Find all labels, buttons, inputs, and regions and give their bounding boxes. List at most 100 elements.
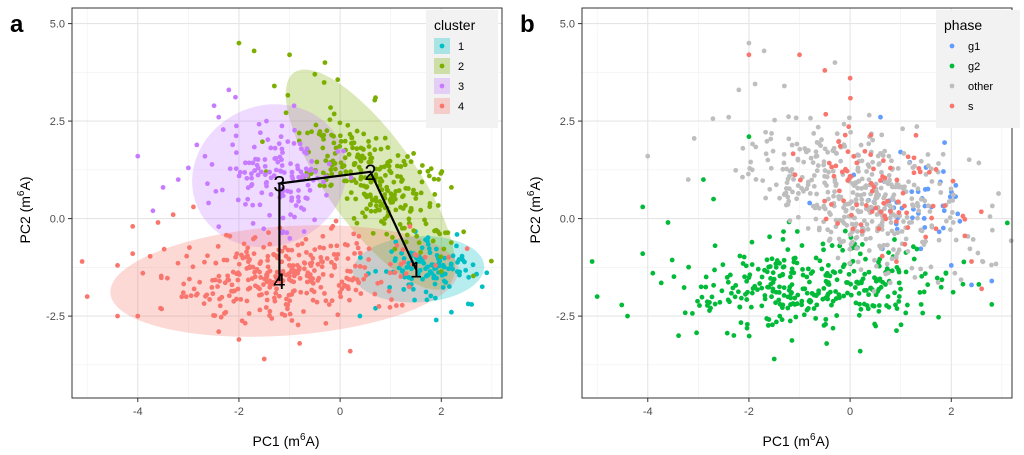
point-other [928, 264, 934, 270]
point-3 [258, 169, 264, 175]
point-2 [329, 132, 334, 138]
point-s [829, 202, 834, 207]
point-4 [218, 314, 224, 320]
point-other [855, 185, 861, 191]
point-g2 [744, 278, 750, 284]
point-s [871, 166, 876, 172]
point-g2 [737, 304, 743, 310]
point-other [903, 236, 909, 242]
point-4 [307, 272, 313, 278]
point-other [736, 87, 742, 93]
point-g1 [948, 263, 954, 268]
point-4 [352, 263, 358, 269]
point-4 [329, 259, 334, 265]
point-4 [407, 224, 413, 229]
point-s [962, 233, 968, 239]
point-4 [304, 290, 310, 296]
point-1 [463, 267, 469, 273]
point-2 [400, 177, 405, 183]
point-g2 [640, 251, 646, 257]
point-g2 [788, 291, 794, 296]
point-g2 [755, 266, 761, 272]
point-2 [331, 140, 337, 146]
point-4 [290, 289, 296, 294]
point-other [753, 176, 759, 182]
point-other [859, 201, 865, 207]
point-other [879, 223, 885, 229]
point-2 [342, 138, 348, 144]
point-3 [312, 217, 317, 223]
point-4 [289, 318, 295, 323]
point-4 [326, 302, 332, 307]
point-2 [419, 179, 425, 185]
point-other [881, 242, 887, 248]
point-g2 [834, 277, 840, 283]
point-g2 [789, 338, 795, 343]
point-1 [446, 266, 451, 272]
point-4 [315, 261, 321, 267]
point-1 [415, 259, 421, 264]
point-other [890, 197, 895, 203]
point-g2 [823, 272, 829, 278]
point-other [781, 151, 787, 157]
point-other [889, 184, 895, 190]
point-4 [287, 298, 293, 304]
point-2 [366, 144, 372, 149]
point-1 [404, 264, 410, 270]
point-4 [303, 236, 309, 242]
point-2 [377, 207, 382, 213]
point-4 [363, 272, 369, 278]
point-4 [304, 249, 309, 255]
point-4 [338, 294, 344, 300]
point-4 [179, 294, 185, 300]
point-3 [256, 121, 262, 127]
point-other [847, 260, 853, 266]
series-2 [236, 40, 494, 279]
point-s [858, 222, 864, 228]
point-g2 [841, 293, 847, 299]
point-1 [401, 256, 407, 261]
point-2 [383, 172, 388, 178]
point-other [906, 160, 912, 166]
point-s [893, 219, 899, 224]
point-g2 [788, 295, 794, 301]
point-4 [332, 262, 337, 268]
point-3 [296, 198, 301, 204]
point-g2 [781, 257, 787, 263]
point-4 [191, 204, 196, 210]
point-1 [450, 253, 456, 259]
point-g2 [744, 321, 750, 327]
point-4 [353, 287, 359, 293]
point-s [900, 190, 906, 196]
point-g1 [807, 200, 813, 206]
point-other [877, 161, 882, 166]
point-other [943, 218, 949, 224]
point-other [987, 214, 993, 219]
point-4 [329, 298, 335, 304]
point-4 [257, 269, 262, 275]
point-4 [247, 265, 253, 271]
point-g2 [762, 293, 768, 298]
point-4 [366, 257, 372, 262]
point-g2 [744, 325, 750, 331]
point-g2 [807, 279, 812, 285]
point-other [850, 205, 856, 211]
point-2 [377, 183, 383, 188]
point-4 [282, 245, 288, 250]
point-2 [333, 145, 339, 151]
point-other [791, 176, 796, 182]
point-other [914, 124, 920, 129]
point-g2 [889, 268, 895, 274]
point-4 [299, 241, 305, 247]
point-other [887, 280, 893, 286]
point-g1 [955, 211, 961, 217]
point-2 [430, 238, 436, 244]
point-other [864, 222, 870, 227]
point-g2 [732, 294, 738, 300]
point-g2 [936, 314, 941, 320]
point-s [792, 172, 798, 178]
point-4 [244, 298, 250, 304]
point-4 [261, 282, 266, 287]
point-other [789, 142, 795, 148]
point-other [813, 205, 818, 211]
